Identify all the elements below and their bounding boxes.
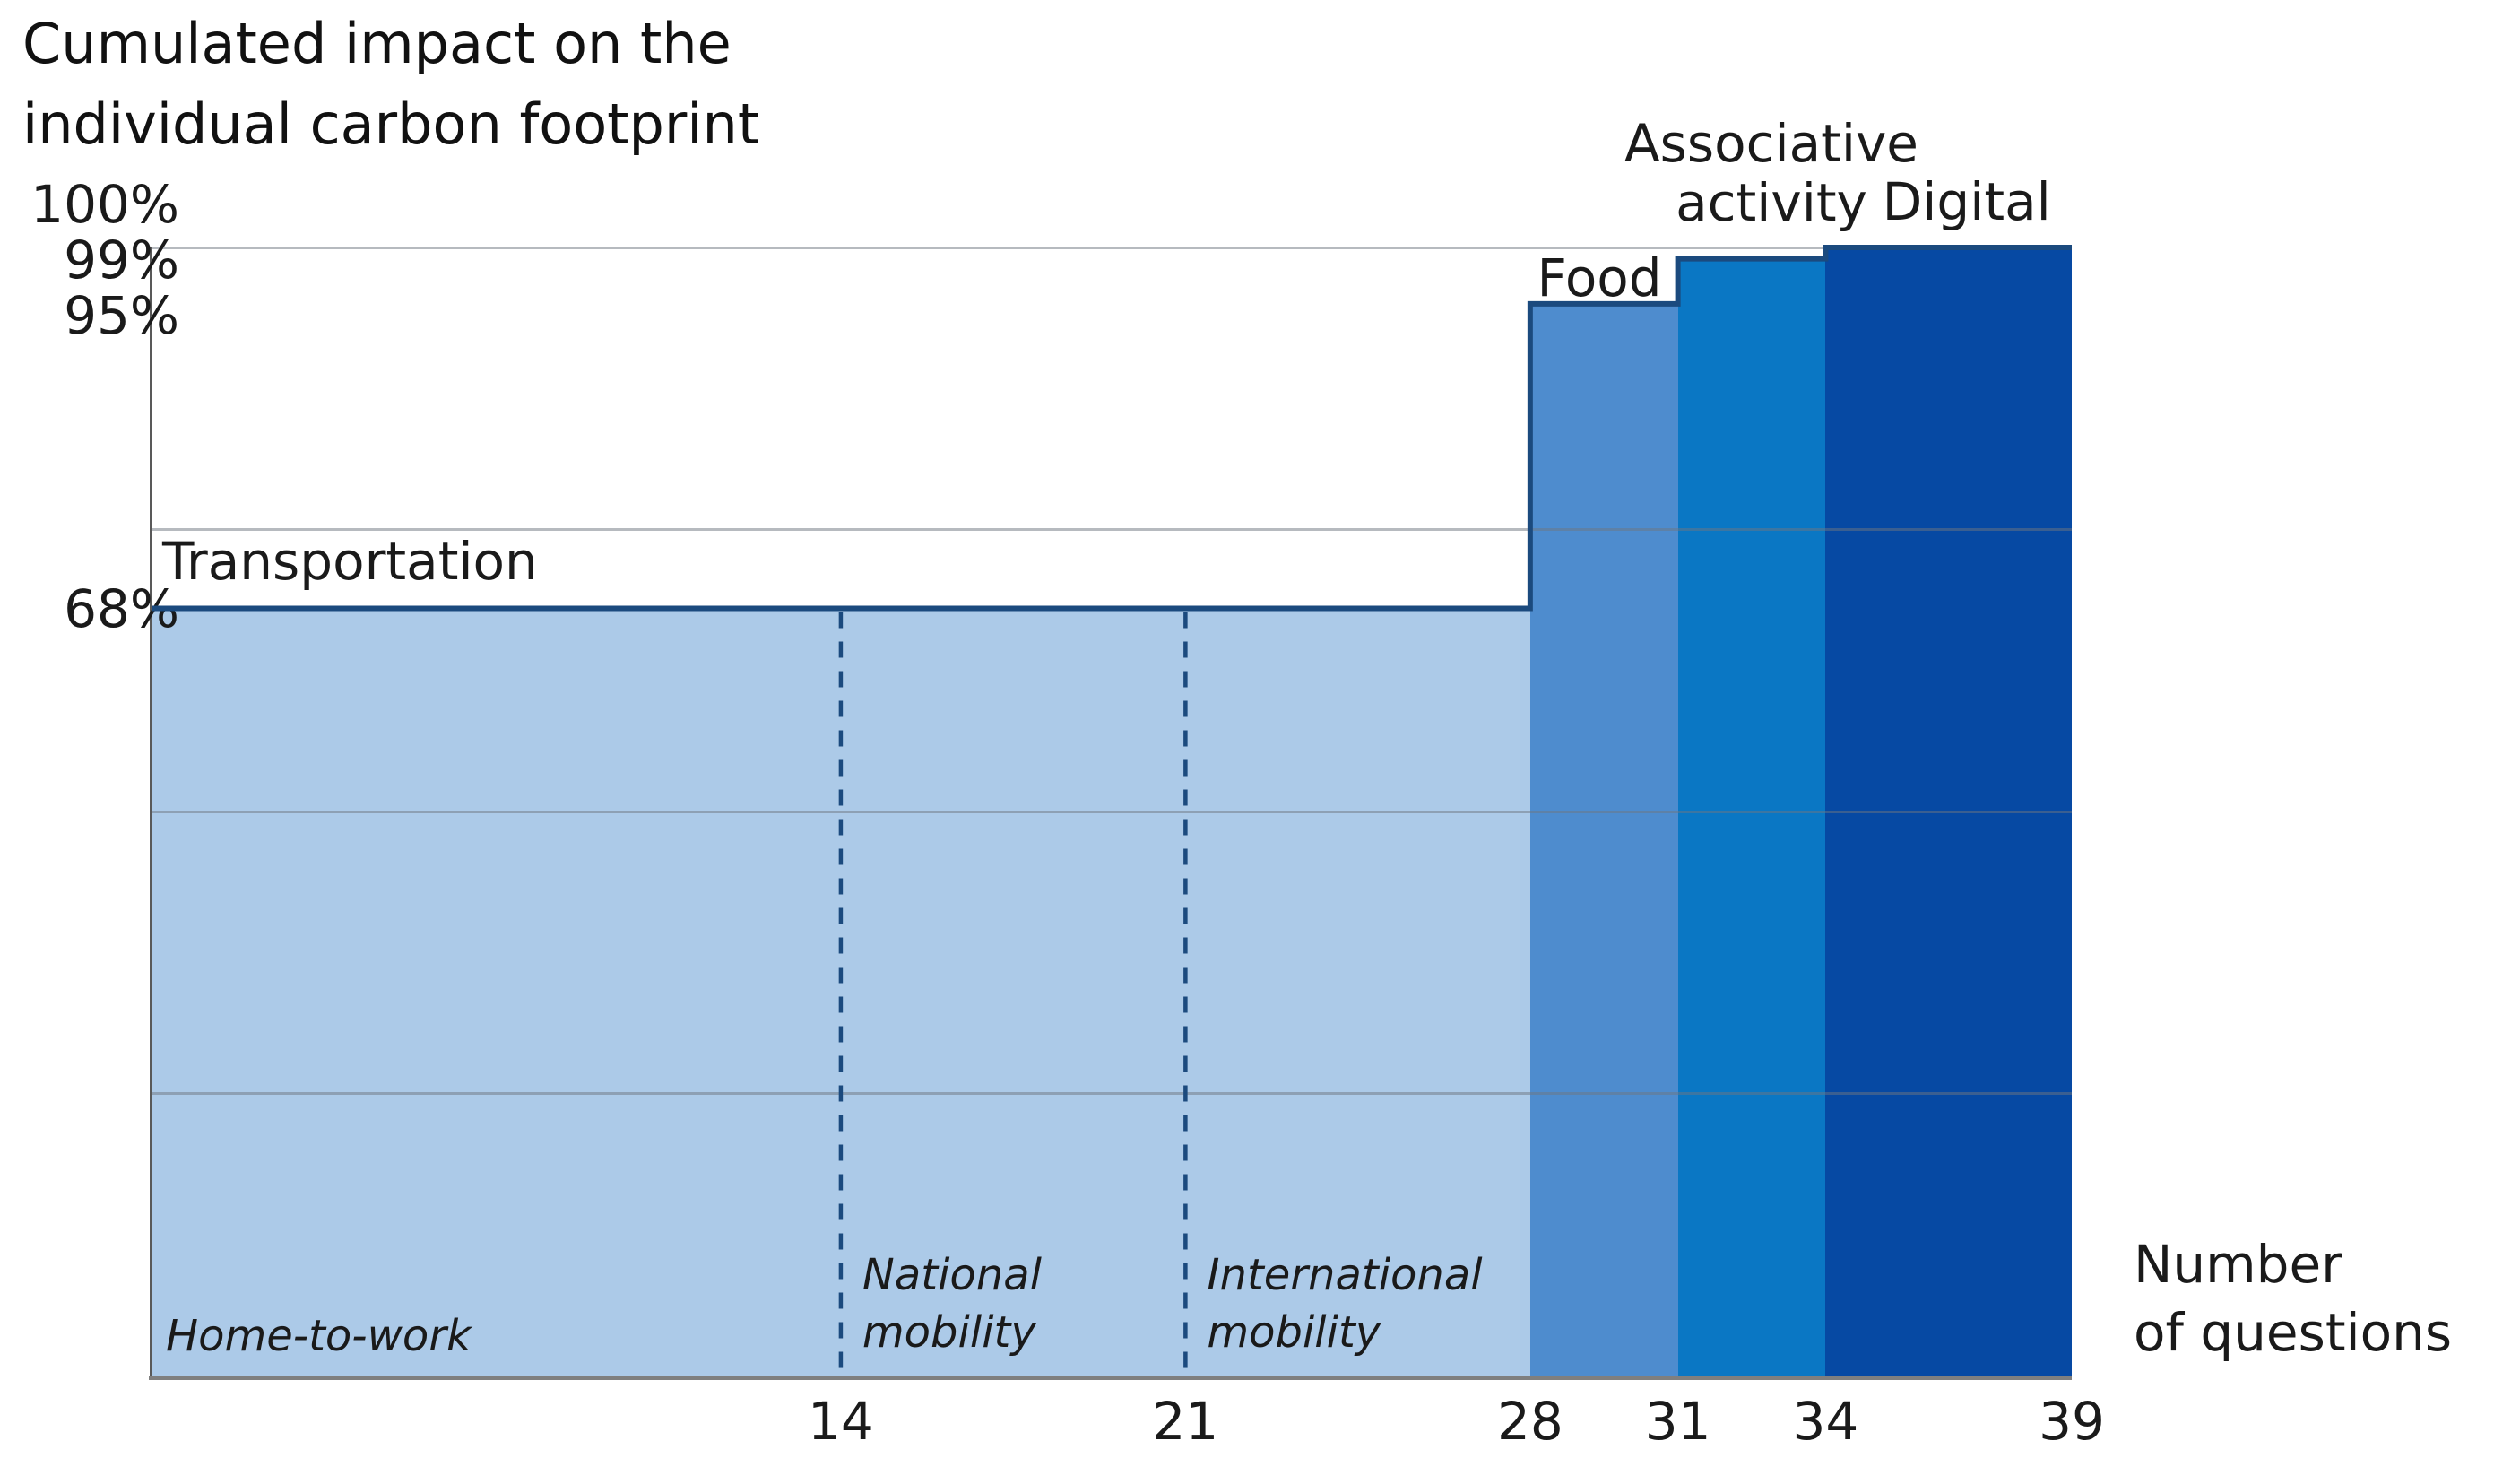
sub-segment-label-international-mobility: International mobility bbox=[1207, 1250, 1483, 1358]
x-tick-21: 21 bbox=[1152, 1391, 1219, 1452]
x-tick-14: 14 bbox=[808, 1391, 874, 1452]
chart-title-line-1: Cumulated impact on the bbox=[22, 11, 732, 76]
y-tick-99%: 99% bbox=[64, 230, 179, 291]
x-tick-28: 28 bbox=[1496, 1391, 1563, 1452]
segment-label-food: Food bbox=[1526, 251, 1673, 304]
x-axis-title: Number of questions bbox=[2134, 1230, 2452, 1367]
chart-title-line-2: individual carbon footprint bbox=[22, 91, 760, 157]
x-tick-39: 39 bbox=[2039, 1391, 2105, 1452]
x-axis-title-line-1: Number bbox=[2134, 1234, 2342, 1295]
y-tick-100%: 100% bbox=[30, 174, 179, 235]
sub-segment-label-national-mobility: National mobility bbox=[862, 1250, 1042, 1358]
gridline-100pct bbox=[152, 246, 2072, 249]
y-tick-68%: 68% bbox=[64, 577, 179, 639]
segment-label-associative-activity: Associative activity bbox=[1624, 112, 1918, 233]
x-tick-31: 31 bbox=[1644, 1391, 1711, 1452]
x-tick-34: 34 bbox=[1792, 1391, 1859, 1452]
sub-segment-label-home-to-work: Home-to-work bbox=[166, 1311, 472, 1361]
x-axis-title-line-2: of questions bbox=[2134, 1302, 2453, 1363]
x-axis-line bbox=[149, 1376, 2072, 1380]
gridline-25pct bbox=[152, 1092, 2072, 1095]
bar-food bbox=[1529, 303, 1678, 1376]
segment-label-transportation: Transportation bbox=[162, 530, 538, 592]
gridline-50pct bbox=[152, 810, 2072, 813]
segment-label-digital: Digital bbox=[1882, 171, 2051, 232]
y-axis-line bbox=[150, 247, 152, 1380]
y-tick-95%: 95% bbox=[64, 285, 179, 346]
chart-title: Cumulated impact on the individual carbo… bbox=[22, 4, 759, 165]
bar-associative-activity bbox=[1677, 258, 1826, 1376]
